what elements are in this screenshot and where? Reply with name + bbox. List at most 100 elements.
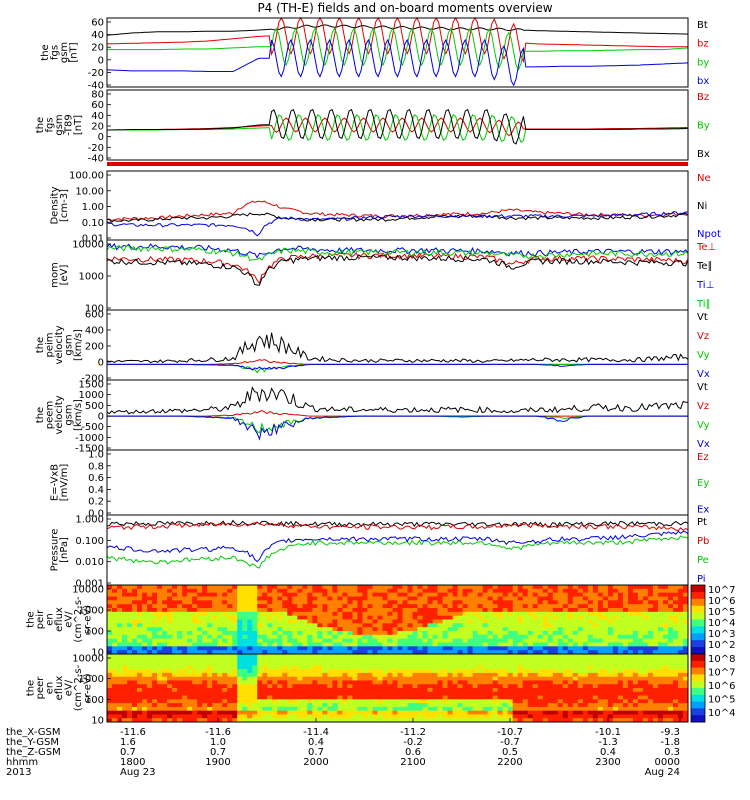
heatmap-cell xyxy=(372,669,378,674)
heatmap-cell xyxy=(177,642,183,647)
heatmap-cell xyxy=(182,676,188,681)
heatmap-cell xyxy=(167,684,173,689)
heatmap-cell xyxy=(462,588,469,594)
heatmap-cell xyxy=(567,604,574,609)
heatmap-cell xyxy=(367,604,373,609)
heatmap-cell xyxy=(612,650,619,655)
heatmap-cell xyxy=(332,703,338,708)
heatmap-cell xyxy=(492,631,499,636)
heatmap-cell xyxy=(677,623,684,628)
colorbar-segment xyxy=(691,629,705,634)
legend-fgs-2: by xyxy=(697,57,709,68)
heatmap-cell xyxy=(567,588,574,594)
heatmap-cell xyxy=(242,608,248,613)
heatmap-cell xyxy=(407,615,413,620)
x-row-label: the_X-GSM xyxy=(6,727,60,738)
heatmap-cell xyxy=(482,588,489,594)
heatmap-cell xyxy=(152,680,158,685)
heatmap-cell xyxy=(152,695,158,700)
heatmap-cell xyxy=(107,588,113,594)
heatmap-cell xyxy=(477,650,484,655)
y-axis-label-efield: E=-VxB[mV/m] xyxy=(49,464,70,502)
heatmap-cell xyxy=(272,684,278,689)
heatmap-cell xyxy=(462,672,469,678)
heatmap-cell xyxy=(177,714,183,719)
heatmap-cell xyxy=(372,650,378,655)
heatmap-cell xyxy=(147,650,153,655)
heatmap-cell xyxy=(407,672,413,678)
heatmap-cell xyxy=(612,688,619,693)
heatmap-cell xyxy=(122,638,128,643)
heatmap-cell xyxy=(367,615,373,620)
heatmap-cell xyxy=(537,676,544,681)
heatmap-cell xyxy=(252,703,258,708)
heatmap-cell xyxy=(267,646,273,651)
heatmap-cell xyxy=(372,661,378,666)
panel-frame xyxy=(106,89,689,161)
heatmap-cell xyxy=(367,608,373,613)
heatmap-cell xyxy=(317,615,323,620)
heatmap-cell xyxy=(572,657,579,662)
heatmap-cell xyxy=(342,706,348,712)
heatmap-cell xyxy=(382,623,388,628)
heatmap-cell xyxy=(477,695,484,700)
legend-fgs-dsl-1: By xyxy=(697,121,710,132)
heatmap-cell xyxy=(352,600,358,605)
heatmap-cell xyxy=(492,710,499,715)
heatmap-cell xyxy=(672,654,679,659)
heatmap-cell xyxy=(152,642,158,647)
heatmap-cell xyxy=(272,672,278,678)
heatmap-cell xyxy=(352,661,358,666)
heatmap-cell xyxy=(217,623,223,628)
heatmap-cell xyxy=(407,646,413,651)
heatmap-cell xyxy=(442,695,448,700)
heatmap-cell xyxy=(627,691,634,696)
heatmap-cell xyxy=(527,684,534,689)
y-tick-label: 40 xyxy=(91,30,104,41)
heatmap-cell xyxy=(227,691,233,696)
heatmap-cell xyxy=(277,654,283,659)
heatmap-cell xyxy=(557,699,564,704)
heatmap-cell xyxy=(382,627,388,632)
heatmap-cell xyxy=(352,703,358,708)
heatmap-cell xyxy=(192,676,198,681)
heatmap-cell xyxy=(132,706,138,712)
heatmap-cell xyxy=(522,600,529,605)
y-tick-label: 80 xyxy=(91,90,104,101)
heatmap-cell xyxy=(557,592,564,597)
heatmap-cell xyxy=(587,615,594,620)
heatmap-cell xyxy=(547,611,554,617)
heatmap-cell xyxy=(467,714,474,719)
heatmap-cell xyxy=(422,619,428,624)
heatmap-cell xyxy=(232,714,238,719)
heatmap-cell xyxy=(127,699,133,704)
heatmap-cell xyxy=(512,676,519,681)
heatmap-cell xyxy=(452,706,458,712)
heatmap-cell xyxy=(502,646,509,651)
heatmap-cell xyxy=(637,657,644,662)
heatmap-cell xyxy=(322,657,328,662)
heatmap-cell xyxy=(162,654,168,659)
heatmap-cell xyxy=(537,699,544,704)
heatmap-cell xyxy=(357,657,363,662)
heatmap-cell xyxy=(452,691,458,696)
heatmap-cell xyxy=(132,688,138,693)
heatmap-cell xyxy=(407,710,413,715)
heatmap-cell xyxy=(437,703,443,708)
heatmap-cell xyxy=(122,600,128,605)
heatmap-cell xyxy=(427,650,433,655)
heatmap-cell xyxy=(642,714,649,719)
heatmap-cell xyxy=(557,710,564,715)
heatmap-cell xyxy=(157,718,163,723)
heatmap-cell xyxy=(672,688,679,693)
heatmap-cell xyxy=(567,676,574,681)
heatmap-cell xyxy=(347,718,353,723)
heatmap-cell xyxy=(272,718,278,723)
heatmap-cell xyxy=(602,684,609,689)
heatmap-cell xyxy=(682,714,689,719)
y-axis-label-temperature: mom[eV] xyxy=(49,262,70,288)
colorbar-segment xyxy=(691,612,705,617)
heatmap-cell xyxy=(377,684,383,689)
heatmap-cell xyxy=(507,706,514,712)
heatmap-cell xyxy=(242,654,248,659)
